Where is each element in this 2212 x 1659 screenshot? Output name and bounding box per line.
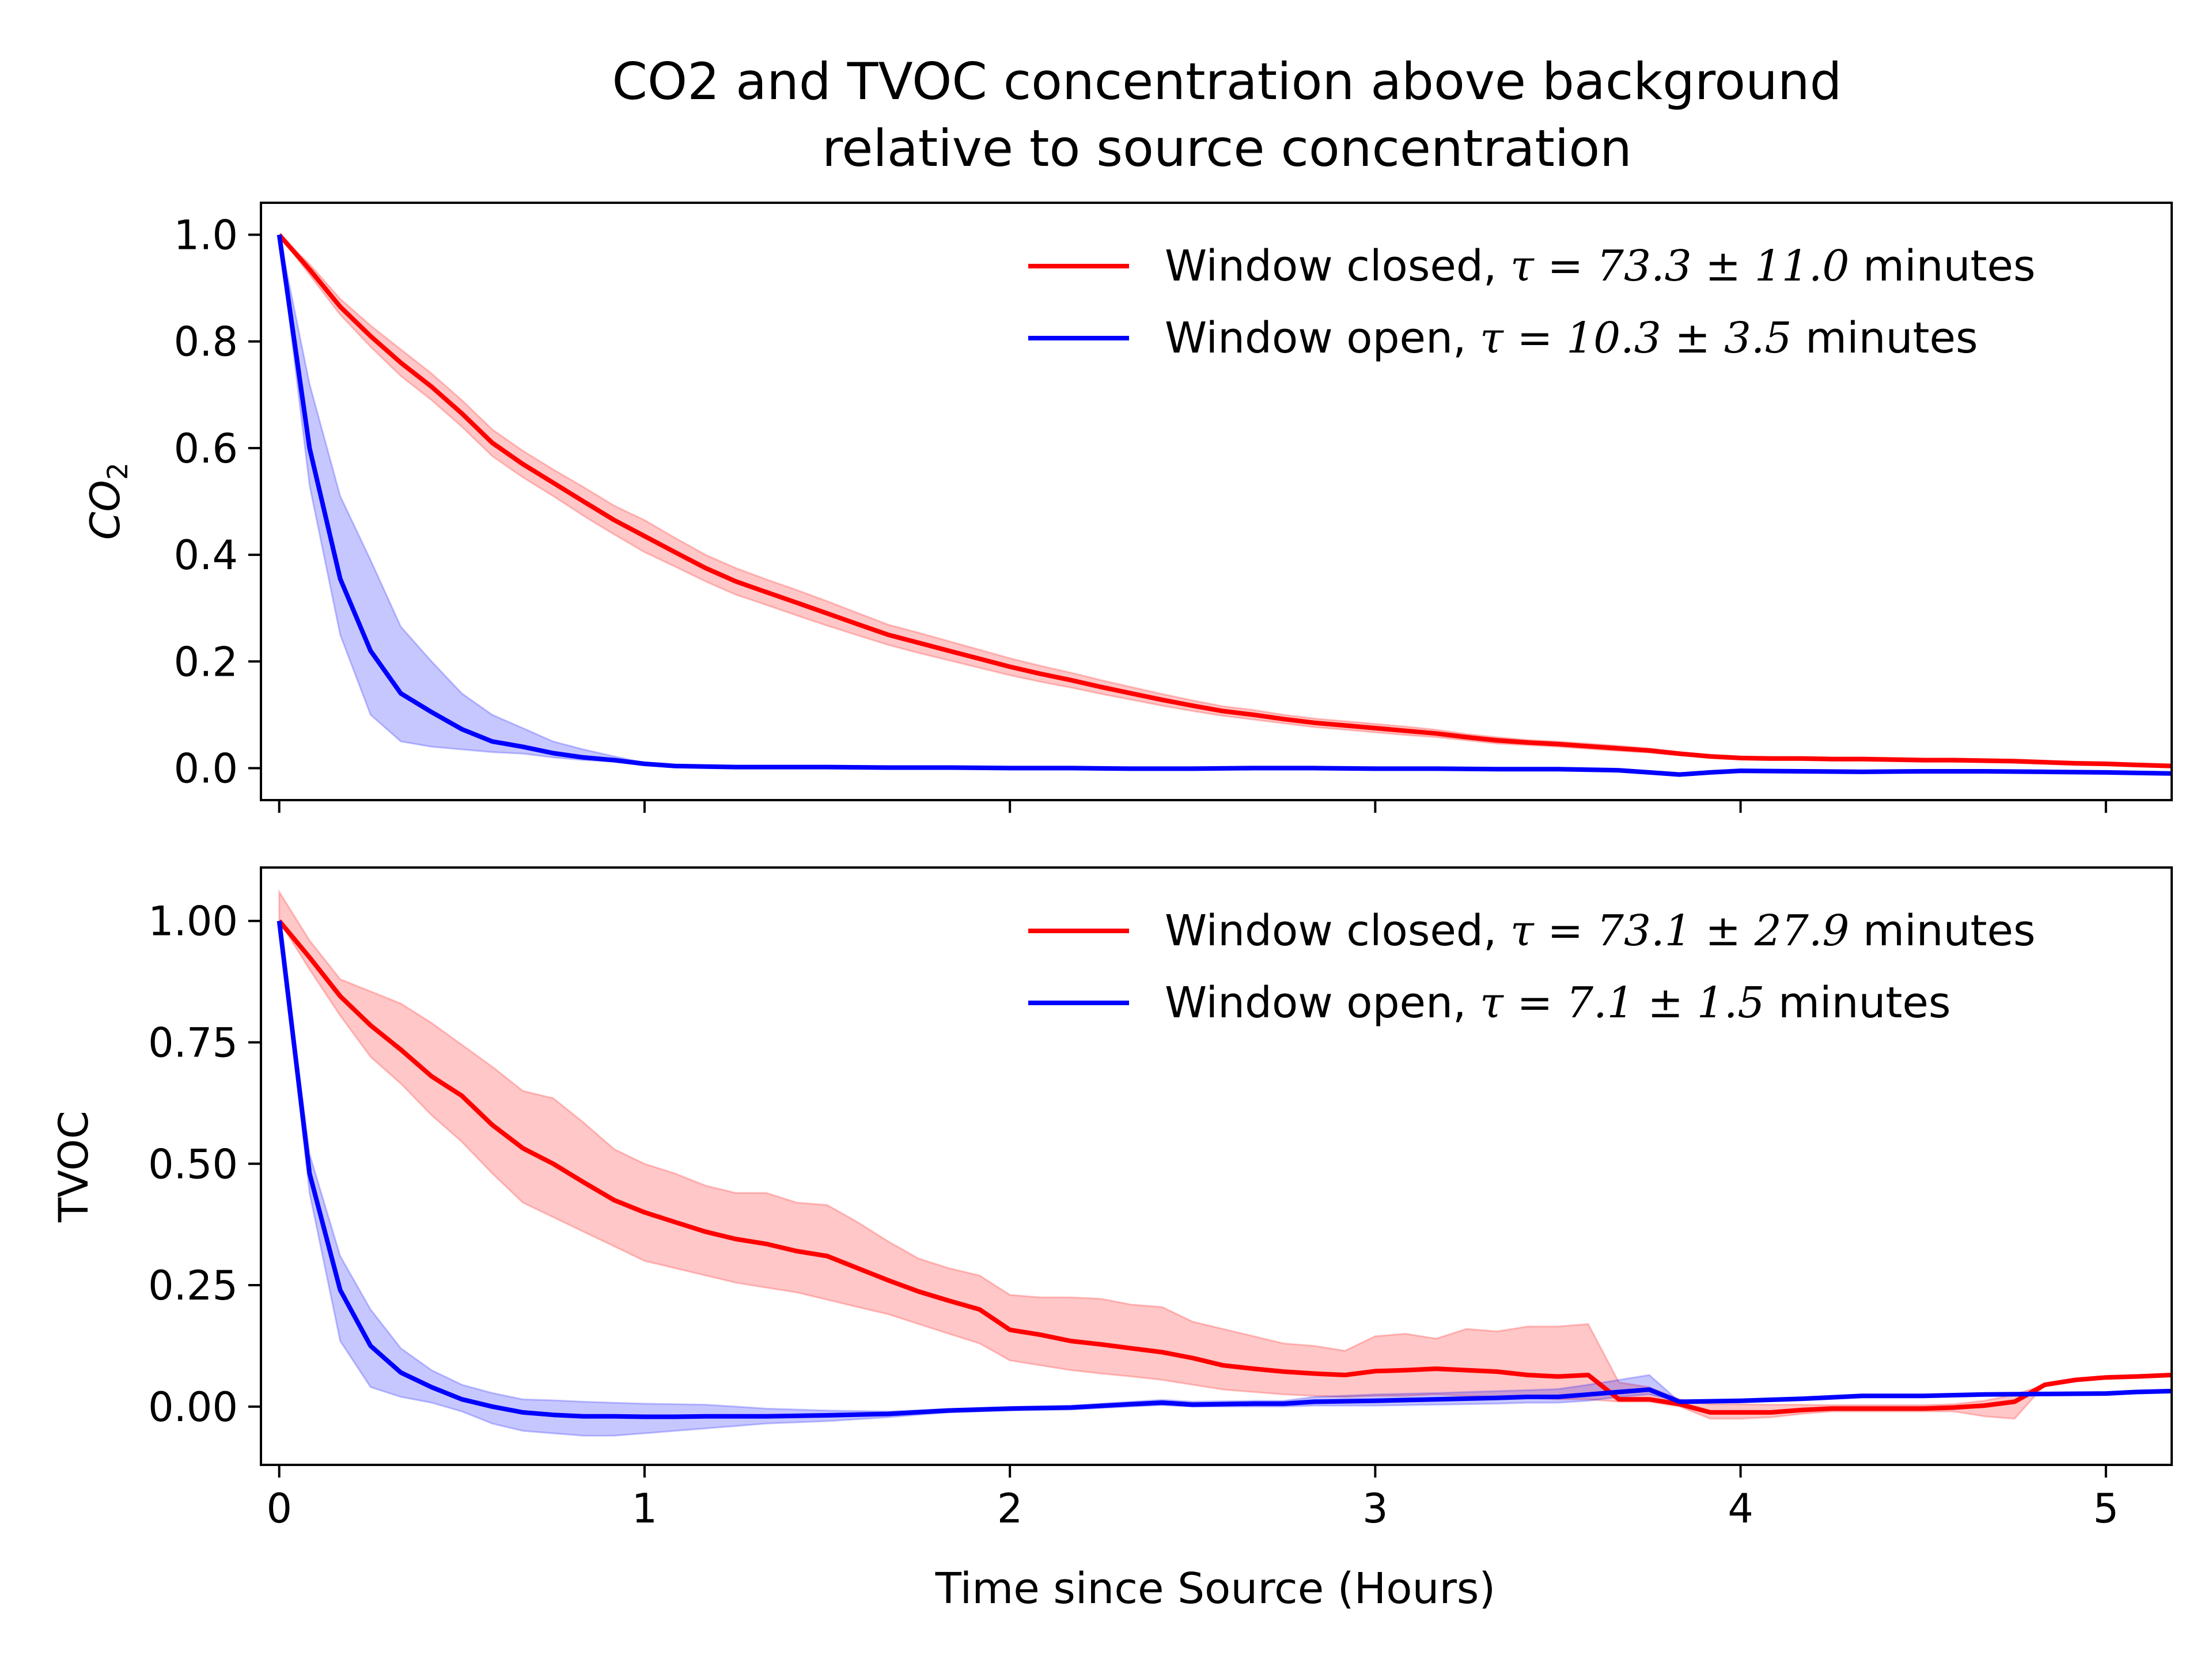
tvoc-y-axis-label: TVOC bbox=[50, 1111, 97, 1222]
legend-label-closed: Window closed, τ = 73.3 ± 11.0 minutes bbox=[1165, 241, 2036, 291]
legend-label-open: Window open, τ = 10.3 ± 3.5 minutes bbox=[1165, 313, 1978, 363]
chart-title-line1: CO2 and TVOC concentration above backgro… bbox=[612, 52, 1842, 111]
tvoc-y-tick-label: 0.00 bbox=[148, 1384, 238, 1431]
tvoc-y-tick-label: 0.25 bbox=[148, 1262, 238, 1309]
tvoc-axes-frame bbox=[260, 866, 2173, 1466]
co2-y-tick-label: 0.0 bbox=[174, 745, 238, 792]
tvoc-legend: Window closed, τ = 73.1 ± 27.9 minutes W… bbox=[1028, 906, 2036, 1028]
co2-y-tick-label: 0.8 bbox=[174, 319, 238, 366]
tvoc-lines bbox=[276, 919, 2172, 1419]
legend-label-open: Window open, τ = 7.1 ± 1.5 minutes bbox=[1165, 978, 1951, 1028]
co2-axis-ticks: 0.0 0.2 0.4 0.6 0.8 1.0 bbox=[174, 212, 2107, 813]
co2-y-tick-label: 1.0 bbox=[174, 212, 238, 259]
tvoc-open-line bbox=[276, 921, 2172, 1419]
co2-y-axis-label: CO2 bbox=[82, 463, 134, 540]
co2-lines bbox=[276, 233, 2172, 777]
tvoc-panel: 0.00 0.25 0.50 0.75 1.00 0 1 2 3 4 5 TVOC Window c… bbox=[50, 866, 2173, 1532]
tvoc-x-tick-label: 1 bbox=[632, 1485, 658, 1532]
co2-y-tick-label: 0.4 bbox=[174, 532, 238, 579]
tvoc-x-tick-label: 4 bbox=[1728, 1485, 1753, 1532]
co2-open-line bbox=[276, 234, 2172, 777]
tvoc-x-tick-label: 2 bbox=[997, 1485, 1023, 1532]
x-axis-label: Time since Source (Hours) bbox=[935, 1564, 1496, 1613]
legend-label-closed: Window closed, τ = 73.1 ± 27.9 minutes bbox=[1165, 906, 2036, 956]
tvoc-axis-ticks: 0.00 0.25 0.50 0.75 1.00 0 1 2 3 4 5 bbox=[148, 898, 2119, 1532]
chart-title-line2: relative to source concentration bbox=[822, 119, 1632, 178]
tvoc-y-tick-label: 1.00 bbox=[148, 898, 238, 945]
tvoc-closed-line bbox=[277, 919, 2172, 1415]
co2-panel: 0.0 0.2 0.4 0.6 0.8 1.0 CO2 Window closed, τ … bbox=[82, 202, 2173, 813]
co2-closed-line bbox=[277, 233, 2172, 768]
tvoc-x-tick-label: 5 bbox=[2093, 1485, 2119, 1532]
co2-y-tick-label: 0.6 bbox=[174, 425, 238, 472]
tvoc-x-tick-label: 3 bbox=[1362, 1485, 1388, 1532]
co2-axes-frame bbox=[260, 202, 2173, 801]
tvoc-x-tick-label: 0 bbox=[266, 1485, 292, 1532]
tvoc-y-tick-label: 0.75 bbox=[148, 1020, 238, 1067]
co2-y-tick-label: 0.2 bbox=[174, 638, 238, 685]
co2-legend: Window closed, τ = 73.3 ± 11.0 minutes W… bbox=[1028, 241, 2036, 363]
tvoc-y-tick-label: 0.50 bbox=[148, 1141, 238, 1188]
